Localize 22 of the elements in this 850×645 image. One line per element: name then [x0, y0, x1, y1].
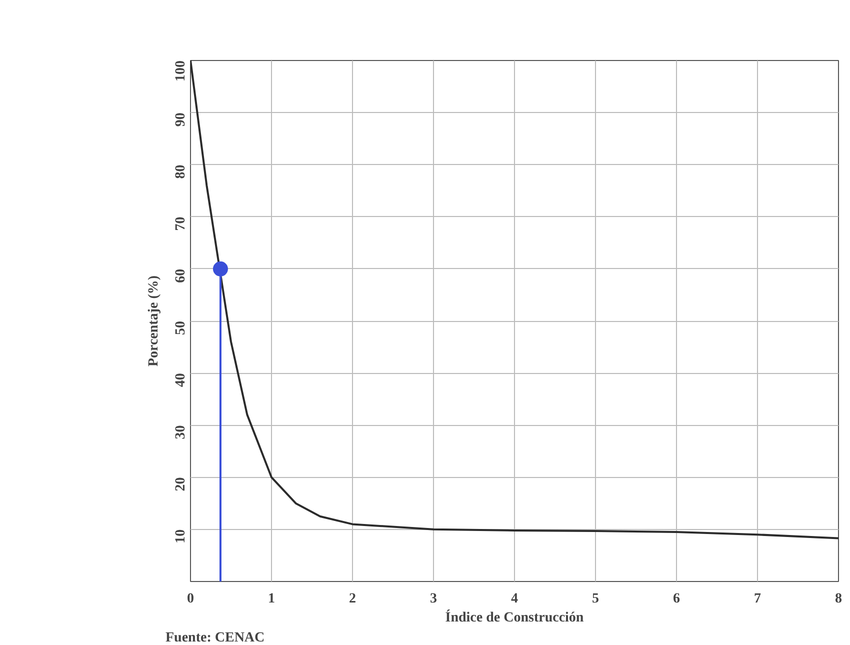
y-tick-label: 30 — [174, 425, 188, 440]
y-tick-label: 90 — [174, 112, 188, 127]
x-axis-title: Índice de Construcción — [445, 608, 584, 626]
x-tick-label: 6 — [673, 592, 680, 606]
y-tick-label: 80 — [174, 164, 188, 179]
x-tick-label: 4 — [511, 592, 518, 606]
y-tick-label: 50 — [174, 321, 188, 335]
x-tick-label: 1 — [268, 592, 275, 606]
y-tick-label: 40 — [174, 373, 188, 388]
x-tick-label: 2 — [349, 592, 356, 606]
x-tick-label: 7 — [754, 592, 761, 606]
y-axis-title: Porcentaje (%) — [146, 275, 162, 367]
y-tick-label: 70 — [174, 216, 188, 231]
source-note: Fuente: CENAC — [166, 630, 265, 645]
x-tick-label: 5 — [592, 592, 599, 606]
x-tick-label: 8 — [835, 592, 842, 606]
y-tick-label: 20 — [174, 477, 188, 492]
x-tick-label: 3 — [430, 592, 437, 606]
y-tick-label: 100 — [174, 60, 188, 82]
y-tick-label: 60 — [174, 268, 188, 283]
x-tick-label: 0 — [187, 592, 194, 606]
y-tick-label: 10 — [174, 529, 188, 544]
